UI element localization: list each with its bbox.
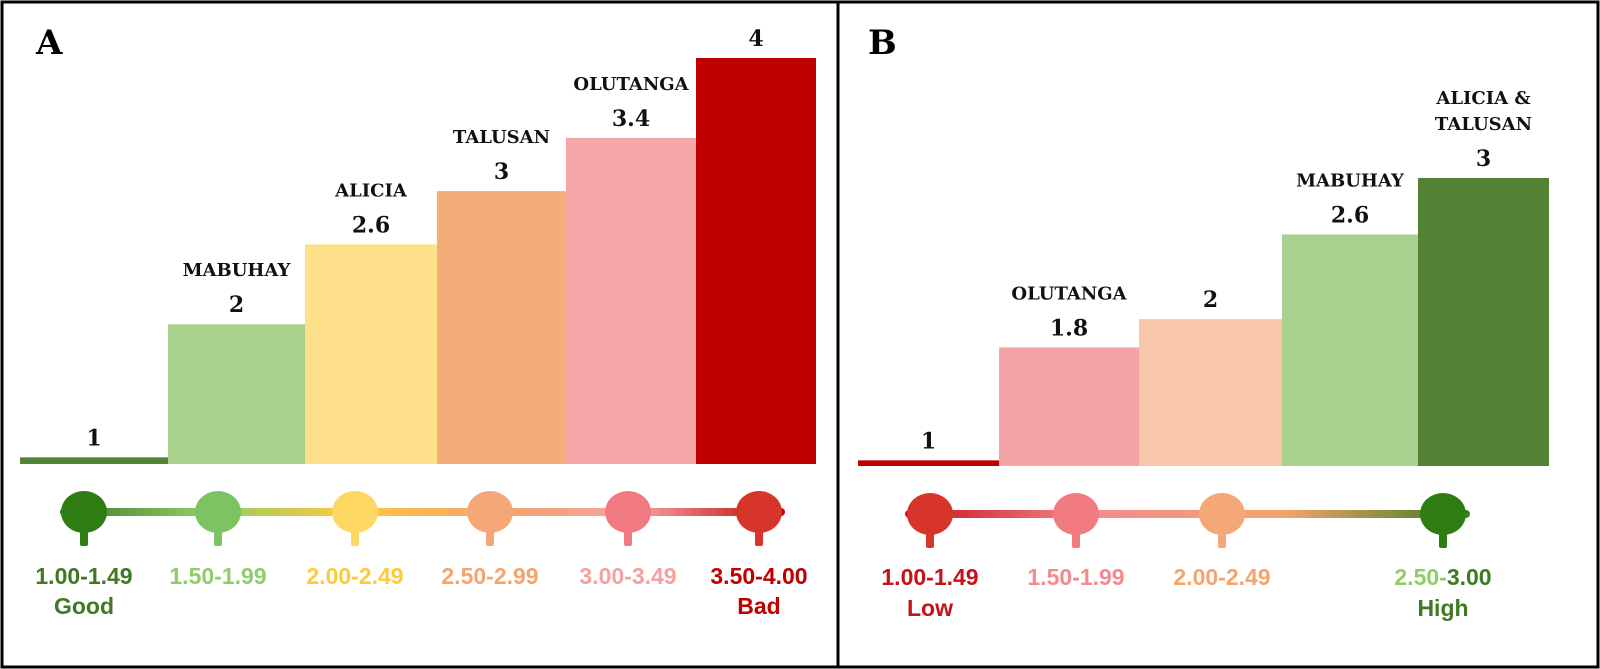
scale-pin-6 (736, 491, 782, 533)
scale-range-label-1: 1.00-1.49 (35, 563, 132, 589)
scale-range-label-6: 3.50-4.00 (710, 563, 807, 589)
scale-pin-4 (1420, 493, 1466, 535)
scale-range-label-2: 1.50-1.99 (169, 563, 266, 589)
bar-category-label-2: MABUHAY (183, 260, 292, 281)
bar-value-label-3: 2.6 (352, 212, 390, 238)
bar-value-label-4: 3 (494, 159, 509, 185)
bar-value-label-2: 1.8 (1050, 315, 1088, 341)
bar-1 (20, 457, 168, 464)
scale-word-label-6: Bad (737, 593, 780, 619)
scale-range-label-4: 2.50-3.00 (1394, 564, 1491, 590)
bar-category-label-5: TALUSAN (1435, 114, 1532, 135)
scale-word-label-1: Good (54, 593, 114, 619)
bar-5 (1418, 178, 1549, 466)
scale-line (905, 510, 1470, 518)
scale-range-label-3: 2.00-2.49 (306, 563, 403, 589)
scale-pin-5 (605, 491, 651, 533)
bar-category-label-3: ALICIA (334, 180, 408, 201)
bar-1 (858, 460, 999, 466)
scale-pin-3 (332, 491, 378, 533)
bar-category-label-4: TALUSAN (453, 127, 550, 148)
bar-5 (566, 137, 696, 465)
scale-range-label-4: 2.50-2.99 (441, 563, 538, 589)
scale-pin-3 (1199, 493, 1245, 535)
bar-4 (437, 191, 566, 465)
scale-range-label-3: 2.00-2.49 (1173, 564, 1270, 590)
bar-6 (696, 58, 816, 464)
bar-2 (168, 324, 305, 464)
scale-pin-4 (467, 491, 513, 533)
scale-pin-1 (907, 493, 953, 535)
bar-category-label-5: ALICIA & (1435, 88, 1530, 109)
bar-value-label-4: 2.6 (1331, 202, 1369, 228)
bar-value-label-5: 3 (1476, 146, 1491, 172)
bar-category-label-5: OLUTANGA (573, 74, 689, 95)
scale-word-label-1: Low (907, 595, 953, 621)
bar-3 (305, 244, 437, 464)
scale-word-label-4: High (1417, 595, 1468, 621)
scale-pin-2 (195, 491, 241, 533)
scale-range-label-1: 1.00-1.49 (881, 564, 978, 590)
bar-3 (1139, 319, 1282, 466)
scale-line (60, 508, 785, 516)
bar-value-label-1: 1 (86, 425, 101, 451)
bar-value-label-3: 2 (1203, 287, 1218, 313)
panel-b: 1 1.8 OLUTANGA 2 2.6 MABUHAY 3 ALICIA & TALUSAN 1… (858, 88, 1549, 621)
bar-4 (1282, 234, 1418, 466)
bar-value-label-1: 1 (921, 428, 936, 454)
bar-value-label-2: 2 (229, 292, 244, 318)
scale-pin-1 (61, 491, 107, 533)
scale-range-label-2: 1.50-1.99 (1027, 564, 1124, 590)
panel-a: 1 2 MABUHAY 2.6 ALICIA 3 TALUSAN 3.4 OLUTANGA 4 1.… (20, 26, 816, 619)
bar-category-label-2: OLUTANGA (1011, 283, 1127, 304)
bar-category-label-4: MABUHAY (1296, 170, 1405, 191)
scale-pin-2 (1053, 493, 1099, 535)
bar-2 (999, 347, 1139, 466)
bar-value-label-5: 3.4 (612, 106, 650, 132)
scale-range-label-5: 3.00-3.49 (579, 563, 676, 589)
bar-value-label-6: 4 (748, 26, 763, 52)
panel-b-letter: B (868, 23, 897, 63)
panel-a-letter: A (35, 23, 63, 63)
